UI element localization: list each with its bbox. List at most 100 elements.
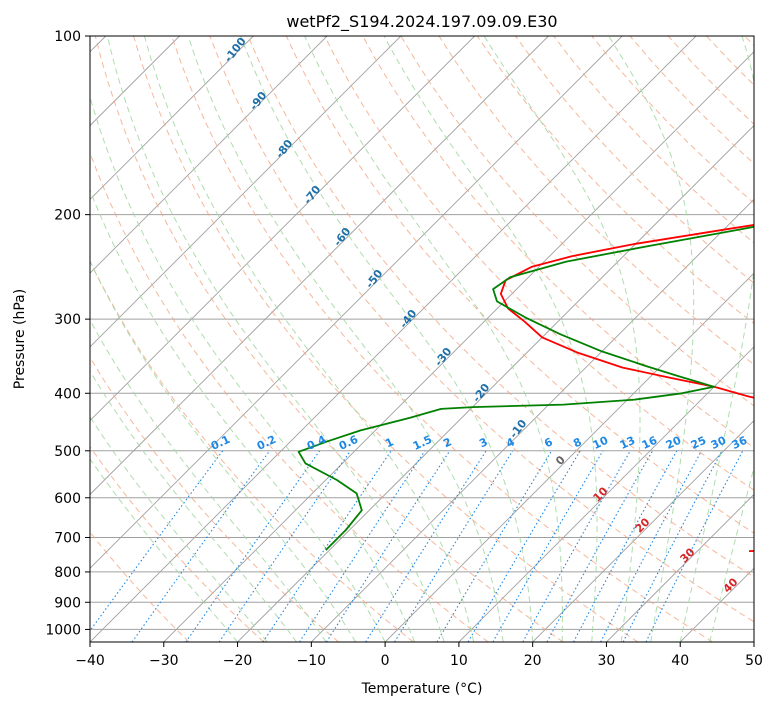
mixing-ratio-label: 0.4: [305, 433, 328, 453]
moist-adiabat-line: [90, 370, 297, 642]
dry-adiabat-line: [362, 36, 754, 449]
moist-adiabat-line: [709, 465, 754, 642]
mixing-ratio-label: 0.2: [255, 433, 278, 453]
mixing-ratio-line: [299, 450, 426, 642]
mixing-ratio-label: 10: [591, 434, 611, 452]
mixing-ratio-line: [262, 450, 392, 642]
x-tick-label: 50: [745, 653, 763, 669]
y-tick-label: 400: [54, 386, 81, 402]
x-tick-label: 30: [598, 653, 616, 669]
dry-adiabat-line: [90, 151, 489, 642]
y-tick-label: 700: [54, 531, 81, 547]
moist-adiabat-line: [90, 260, 357, 642]
moist-adiabat-line: [90, 318, 327, 642]
y-tick-label: 600: [54, 491, 81, 507]
y-tick-label: 1000: [45, 622, 81, 638]
mixing-ratio-label: 0.1: [209, 433, 232, 453]
mixing-ratio-label: 1.5: [411, 433, 434, 453]
dry-adiabat-line: [514, 36, 754, 284]
isotherm-line: [606, 493, 754, 642]
dry-adiabat-line: [133, 36, 639, 642]
moist-adiabat-line: [679, 36, 754, 642]
mixing-ratio-line: [436, 450, 553, 642]
moist-adiabat-line: [483, 36, 641, 642]
mixing-ratio-line: [218, 450, 351, 642]
dry-adiabat-label: -60: [331, 225, 354, 249]
y-tick-label: 800: [54, 565, 81, 581]
y-axis-label: Pressure (hPa): [12, 289, 28, 389]
isotherm-line: [163, 51, 754, 642]
dry-adiabat-label: -50: [363, 267, 386, 291]
moist-adiabat-line: [608, 36, 695, 642]
isotherm-line: [679, 567, 754, 642]
dry-adiabat-line: [285, 36, 754, 534]
moist-adiabat-label: 30: [678, 545, 698, 565]
x-tick-label: −10: [297, 653, 327, 669]
background-lines: [90, 36, 754, 642]
isotherm-line: [384, 272, 754, 642]
profile-lines: [297, 224, 754, 552]
x-tick-label: −30: [149, 653, 179, 669]
moist-adiabat-line: [90, 94, 416, 642]
isotherm-line: [90, 36, 402, 348]
moist-adiabat-line: [106, 36, 445, 642]
x-tick-label: −40: [75, 653, 105, 669]
moist-adiabat-line: [383, 36, 598, 642]
dry-adiabat-line: [476, 36, 754, 325]
mixing-ratio-line: [600, 450, 702, 642]
mixing-ratio-label: 30: [709, 434, 729, 452]
dry-adiabat-line: [247, 36, 754, 578]
isotherm-line: [90, 36, 549, 496]
moist-adiabat-label: 40: [721, 575, 741, 595]
mixing-ratio-label: 0.6: [337, 433, 360, 453]
x-tick-label: 40: [671, 653, 689, 669]
y-tick-label: 200: [54, 208, 81, 224]
mixing-ratio-label: 1: [383, 435, 395, 450]
mixing-ratio-line: [546, 450, 653, 642]
x-tick-label: 20: [524, 653, 542, 669]
moist-adiabat-line: [143, 36, 475, 642]
dry-adiabat-label: -90: [247, 89, 270, 113]
moist-adiabat-line: [90, 188, 386, 642]
dry-adiabat-line: [90, 260, 414, 642]
isotherm-line: [311, 198, 754, 642]
x-tick-label: 10: [450, 653, 468, 669]
dry-adiabat-label: -30: [432, 345, 455, 369]
dry-adiabat-label: -20: [470, 381, 493, 405]
moist-adiabat-line: [240, 36, 534, 642]
mixing-ratio-label: 3: [477, 435, 489, 450]
dry-adiabat-line: [171, 36, 713, 642]
mixing-ratio-line: [325, 450, 451, 642]
isotherm-line: [90, 36, 475, 422]
dry-adiabat-line: [209, 36, 754, 623]
isotherm-line: [90, 36, 328, 274]
mixing-ratio-label: 16: [640, 434, 660, 452]
moist-adiabat-line: [90, 458, 238, 642]
dry-adiabat-line: [706, 36, 754, 86]
dry-adiabat-line: [90, 445, 265, 642]
isotherm-line: [90, 36, 254, 200]
dewpoint-profile-line: [297, 225, 754, 551]
isotherm-line: [237, 124, 754, 642]
dry-adiabat-line: [90, 356, 339, 642]
mixing-ratio-line: [522, 450, 631, 642]
y-axis: 100 200 300 400 500 600 700 800 900 1000: [45, 29, 90, 638]
moist-adiabat-line: [304, 36, 563, 642]
temperature-profile-line: [748, 550, 754, 552]
isotherm-line: [458, 346, 754, 642]
isotherm-line: [753, 641, 754, 642]
mixing-ratio-line: [573, 450, 678, 642]
x-tick-label: 0: [381, 653, 390, 669]
moist-adiabat-line: [187, 36, 504, 642]
mixing-ratio-label: 13: [618, 434, 637, 452]
isotherm-line: [532, 420, 754, 642]
y-tick-label: 900: [54, 595, 81, 611]
isotherm-line: [90, 36, 697, 642]
y-tick-label: 100: [54, 29, 81, 45]
dry-adiabat-label: -70: [301, 183, 324, 207]
moist-adiabat-line: [90, 415, 268, 642]
mixing-ratio-label: 20: [664, 434, 684, 452]
y-tick-label: 500: [54, 444, 81, 460]
moist-adiabat-label: 0: [553, 453, 568, 468]
